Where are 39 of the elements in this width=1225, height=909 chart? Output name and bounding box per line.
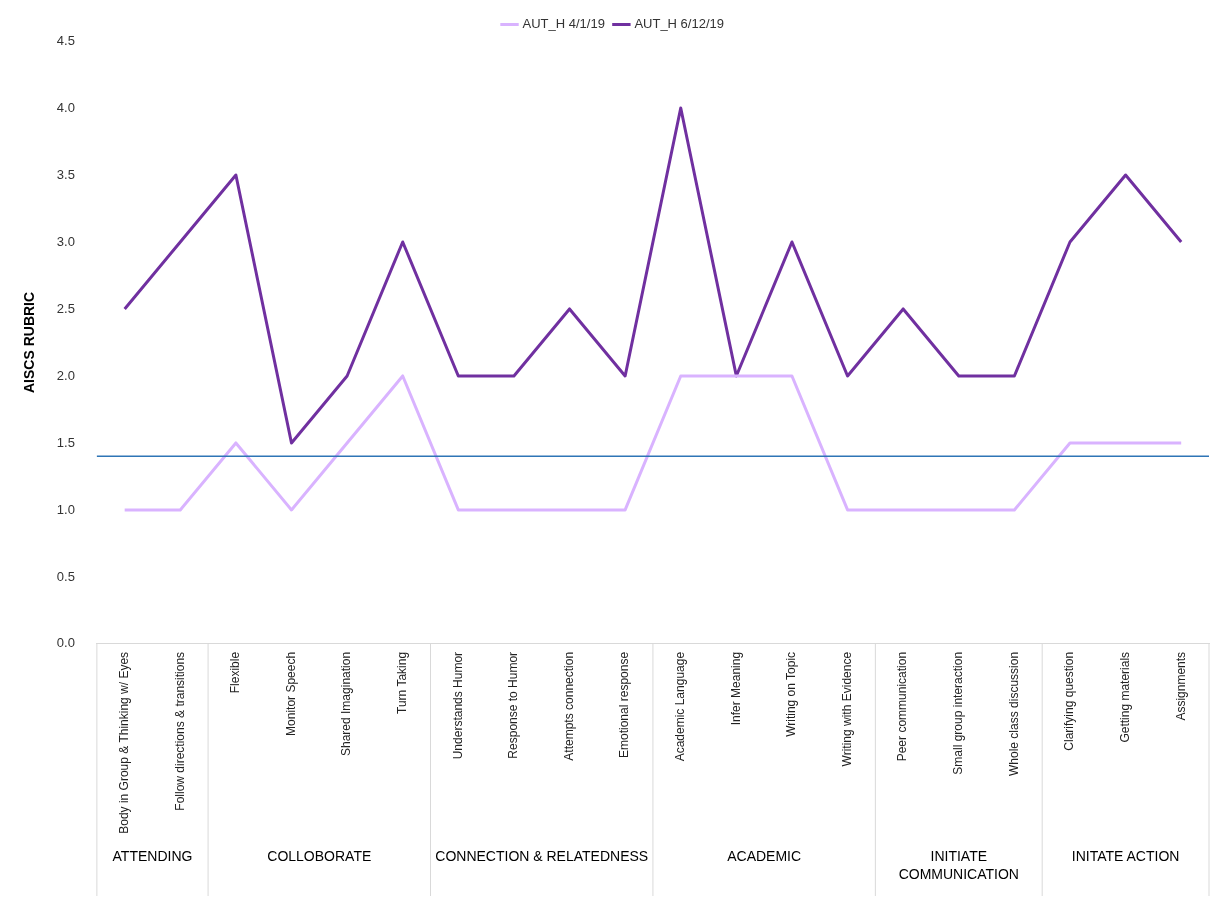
y-tick-label: 0.0 bbox=[56, 635, 75, 651]
text: ACADEMIC bbox=[727, 847, 802, 864]
y-tick-label: 1.5 bbox=[56, 434, 75, 450]
y-axis-title: AISCS RUBRIC bbox=[21, 291, 38, 394]
x-tick-label: Whole class discussion bbox=[1006, 651, 1021, 776]
x-tick-label: Academic Language bbox=[673, 651, 688, 762]
x-tick-label: Follow directions & transitions bbox=[172, 651, 187, 811]
x-tick-label: Attempts connection bbox=[561, 651, 576, 761]
x-tick-label: Infer Meaning bbox=[728, 651, 743, 726]
x-tick-label: Body in Group & Thinking w/ Eyes bbox=[116, 651, 131, 834]
x-tick-label: Small group interaction bbox=[951, 651, 966, 775]
x-tick-label: Shared Imagination bbox=[339, 651, 354, 756]
x-tick-label: Turn Taking bbox=[395, 651, 410, 714]
text: INITIATE COMMUNICATION bbox=[898, 847, 1019, 882]
text: INITATE ACTION bbox=[1071, 847, 1180, 864]
y-tick-label: 1.0 bbox=[56, 501, 75, 517]
x-tick-label: Getting materials bbox=[1117, 651, 1132, 743]
y-tick-label: 2.0 bbox=[56, 367, 75, 383]
y-tick-label: 4.5 bbox=[56, 32, 75, 48]
x-tick-label: Assignments bbox=[1173, 651, 1188, 721]
y-tick-label: 3.5 bbox=[56, 166, 75, 182]
legend-label: AUT_H 4/1/19 bbox=[522, 16, 605, 32]
y-tick-label: 0.5 bbox=[56, 568, 75, 584]
x-tick-label: Understands Humor bbox=[450, 651, 465, 760]
x-tick-label: Flexible bbox=[228, 651, 243, 694]
x-tick-label: Writing on Topic bbox=[784, 651, 799, 737]
x-tick-label: Response to Humor bbox=[506, 651, 521, 759]
x-tick-label: Peer communication bbox=[895, 651, 910, 762]
x-tick-label: Monitor Speech bbox=[283, 651, 298, 736]
y-tick-label: 3.0 bbox=[56, 233, 75, 249]
x-tick-label: Emotional response bbox=[617, 651, 632, 758]
x-tick-label: Clarifying question bbox=[1062, 651, 1077, 751]
text: CONNECTION & RELATEDNESS bbox=[435, 847, 649, 864]
text: ATTENDING bbox=[112, 847, 193, 864]
legend-label: AUT_H 6/12/19 bbox=[634, 16, 724, 32]
y-tick-label: 2.5 bbox=[56, 300, 75, 316]
text: COLLOBORATE bbox=[267, 847, 372, 864]
x-tick-label: Writing with Evidence bbox=[839, 651, 854, 767]
y-tick-label: 4.0 bbox=[56, 99, 75, 115]
